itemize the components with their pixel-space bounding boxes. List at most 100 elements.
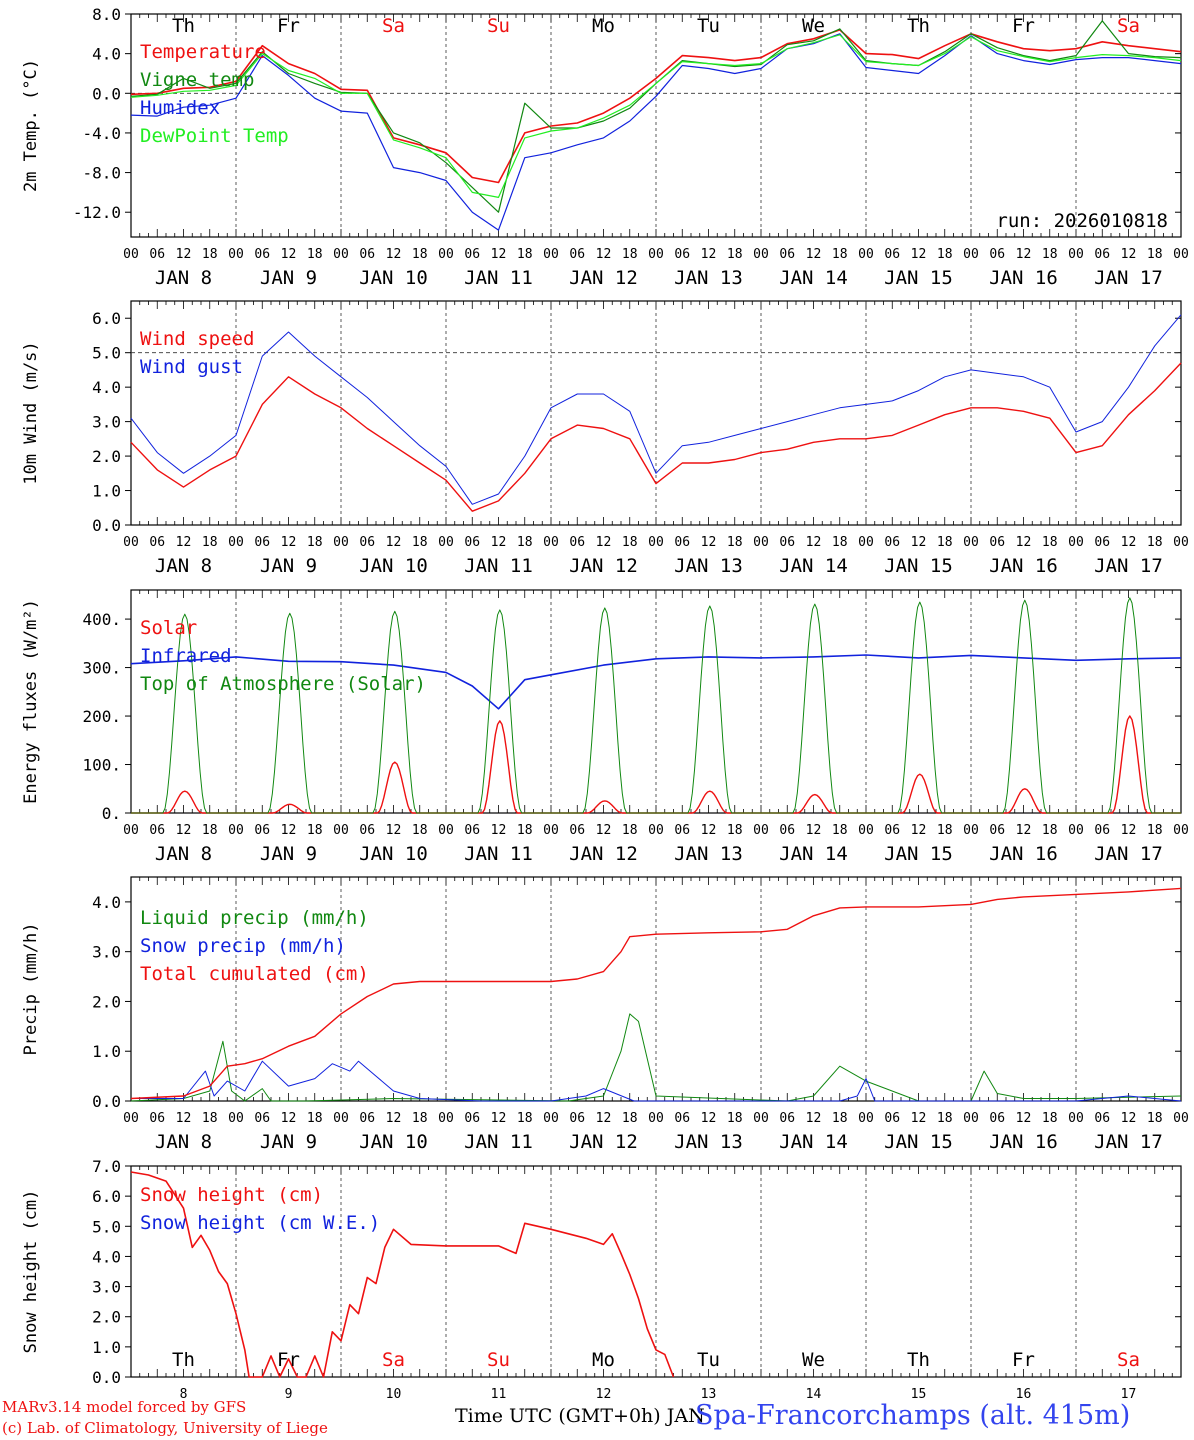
hour-tick-label: 18 (1147, 1111, 1163, 1126)
station-label: Spa-Francorchamps (alt. 415m) (695, 1400, 1131, 1431)
hour-tick-label: 12 (281, 823, 297, 838)
y-tick-label: 400. (82, 610, 121, 629)
hour-tick-label: 06 (989, 823, 1005, 838)
hour-tick-label: 18 (307, 823, 323, 838)
y-tick-label: -4.0 (82, 124, 121, 143)
hour-tick-label: 12 (1016, 1111, 1032, 1126)
hour-tick-label: 18 (1042, 247, 1058, 262)
hour-tick-label: 00 (228, 823, 244, 838)
hour-tick-label: 00 (648, 1111, 664, 1126)
legend-item: Solar (140, 617, 197, 639)
hour-tick-label: 18 (832, 1111, 848, 1126)
hour-tick-label: 18 (517, 535, 533, 550)
hour-tick-label: 00 (1068, 535, 1084, 550)
series-line-wind-speed (130, 362, 1182, 512)
hour-tick-label: 12 (281, 1111, 297, 1126)
hour-tick-label: 18 (202, 823, 218, 838)
day-label: JAN 15 (884, 555, 953, 577)
hour-tick-label: 12 (701, 535, 717, 550)
legend-item: Snow height (cm) (140, 1184, 323, 1206)
day-label: JAN 11 (464, 843, 533, 865)
day-label: JAN 15 (884, 843, 953, 865)
hour-tick-label: 12 (911, 535, 927, 550)
hour-tick-label: 18 (412, 535, 428, 550)
hour-tick-label: 12 (176, 1111, 192, 1126)
legend-item: Snow precip (mm/h) (140, 935, 346, 957)
weekday-label: Sa (382, 15, 405, 37)
y-tick-label: 2.0 (92, 992, 121, 1011)
hour-tick-label: 12 (911, 1111, 927, 1126)
y-axis-title: Energy fluxes (W/m²) (21, 599, 41, 804)
hour-tick-label: 12 (1016, 823, 1032, 838)
day-label: JAN 8 (155, 555, 212, 577)
weekday-label: Fr (1012, 1349, 1035, 1371)
hour-tick-label: 12 (806, 1111, 822, 1126)
hour-tick-label: 00 (648, 535, 664, 550)
hour-tick-label: 06 (464, 1111, 480, 1126)
panel-4 (125, 876, 1182, 1102)
hour-tick-label: 00 (858, 247, 874, 262)
y-axis-title: Snow height (cm) (21, 1190, 41, 1354)
day-label: JAN 13 (674, 267, 743, 289)
hour-tick-label: 00 (858, 1111, 874, 1126)
hour-tick-label: 12 (176, 535, 192, 550)
hour-tick-label: 00 (963, 247, 979, 262)
hour-tick-label: 00 (1068, 823, 1084, 838)
hour-tick-label: 12 (596, 535, 612, 550)
legend-item: Vigne temp (140, 69, 254, 91)
hour-tick-label: 06 (779, 535, 795, 550)
day-label: JAN 11 (464, 1131, 533, 1153)
y-tick-label: 4.0 (92, 45, 121, 64)
hour-tick-label: 18 (202, 1111, 218, 1126)
weekday-label: We (802, 1349, 825, 1371)
day-label: JAN 12 (569, 267, 638, 289)
hour-tick-label: 00 (228, 535, 244, 550)
hour-tick-label: 12 (911, 247, 927, 262)
hour-tick-label: 00 (438, 1111, 454, 1126)
hour-tick-label: 00 (753, 535, 769, 550)
hour-tick-label: 06 (569, 247, 585, 262)
y-tick-label: 5.0 (92, 344, 121, 363)
hour-tick-label: 00 (1173, 535, 1189, 550)
hour-tick-label: 00 (648, 247, 664, 262)
day-label: JAN 10 (359, 555, 428, 577)
hour-tick-label: 00 (963, 1111, 979, 1126)
hour-tick-label: 12 (281, 247, 297, 262)
panel-1 (125, 13, 1182, 238)
y-tick-label: 4.0 (92, 893, 121, 912)
day-label: JAN 9 (260, 267, 317, 289)
legend-item: Top of Atmosphere (Solar) (140, 673, 426, 695)
day-label: JAN 8 (155, 267, 212, 289)
hour-tick-label: 06 (1094, 535, 1110, 550)
hour-tick-label: 06 (779, 247, 795, 262)
hour-tick-label: 00 (543, 823, 559, 838)
hour-tick-label: 12 (596, 823, 612, 838)
hour-tick-label: 00 (543, 1111, 559, 1126)
day-label: JAN 14 (779, 843, 848, 865)
y-tick-label: 3.0 (92, 1278, 121, 1297)
hour-tick-label: 18 (307, 247, 323, 262)
y-tick-label: 0. (102, 804, 121, 823)
y-tick-label: 0.0 (92, 516, 121, 535)
day-label: JAN 12 (569, 1131, 638, 1153)
hour-tick-label: 12 (701, 823, 717, 838)
hour-tick-label: 00 (753, 1111, 769, 1126)
hour-tick-label: 12 (701, 1111, 717, 1126)
hour-tick-label: 18 (727, 1111, 743, 1126)
hour-tick-label: 12 (806, 823, 822, 838)
day-number-label: 12 (596, 1387, 612, 1402)
y-tick-label: 3.0 (92, 413, 121, 432)
hour-tick-label: 12 (1121, 1111, 1137, 1126)
panel-3 (125, 589, 1182, 814)
day-number-label: 16 (1016, 1387, 1032, 1402)
legend-item: Liquid precip (mm/h) (140, 907, 369, 929)
series-line-wind-gust (130, 314, 1182, 505)
weekday-label: Su (487, 15, 510, 37)
x-axis-title: Time UTC (GMT+0h) JAN (455, 1405, 705, 1427)
day-label: JAN 15 (884, 1131, 953, 1153)
hour-tick-label: 18 (1147, 247, 1163, 262)
weekday-label: Tu (697, 15, 720, 37)
y-tick-label: 300. (82, 659, 121, 678)
day-label: JAN 17 (1094, 267, 1163, 289)
hour-tick-label: 06 (884, 247, 900, 262)
